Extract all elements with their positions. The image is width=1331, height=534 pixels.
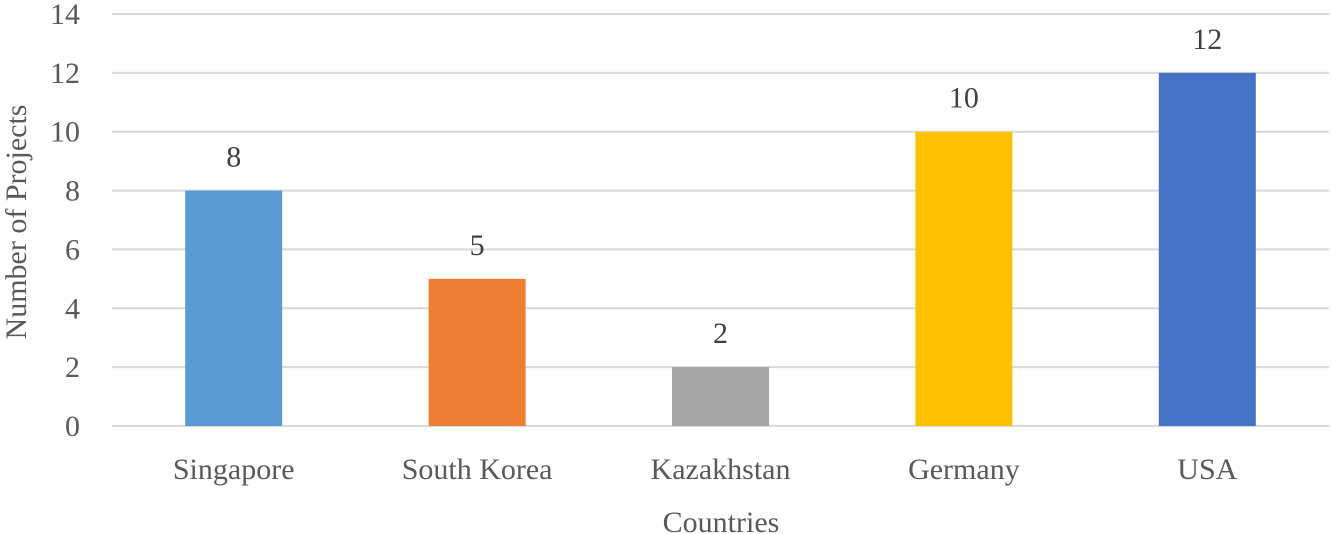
y-tick-label: 14 (50, 0, 80, 31)
y-tick-label: 4 (65, 292, 80, 325)
x-tick-label: USA (1177, 453, 1237, 486)
data-label: 10 (949, 82, 979, 115)
x-axis-title: Countries (663, 506, 780, 534)
y-tick-label: 8 (65, 175, 80, 208)
x-tick-label: Kazakhstan (651, 453, 791, 486)
bar-singapore (185, 190, 283, 426)
y-tick-label: 6 (65, 233, 80, 266)
y-tick-label: 12 (50, 57, 80, 90)
x-tick-label: Singapore (173, 453, 295, 486)
bar-kazakhstan (672, 367, 769, 426)
x-tick-label: South Korea (402, 453, 553, 486)
bar-germany (915, 131, 1013, 426)
x-axis-ticks: Singapore South Korea Kazakhstan Germany USA (173, 453, 1238, 486)
bar-south-korea (428, 278, 526, 426)
data-label: 12 (1192, 23, 1222, 56)
gridlines (112, 13, 1329, 427)
data-label: 5 (470, 229, 485, 262)
y-axis-ticks: 0 2 4 6 8 10 12 14 (50, 0, 80, 443)
y-axis-title: Number of Projects (0, 105, 33, 340)
bar-usa (1158, 72, 1256, 426)
y-tick-label: 10 (50, 116, 80, 149)
bars (185, 72, 1256, 426)
data-label: 8 (226, 141, 241, 174)
data-labels: 8 5 2 10 12 (226, 23, 1222, 350)
y-tick-label: 0 (65, 410, 80, 443)
x-tick-label: Germany (908, 453, 1020, 486)
data-label: 2 (713, 317, 728, 350)
y-tick-label: 2 (65, 351, 80, 384)
